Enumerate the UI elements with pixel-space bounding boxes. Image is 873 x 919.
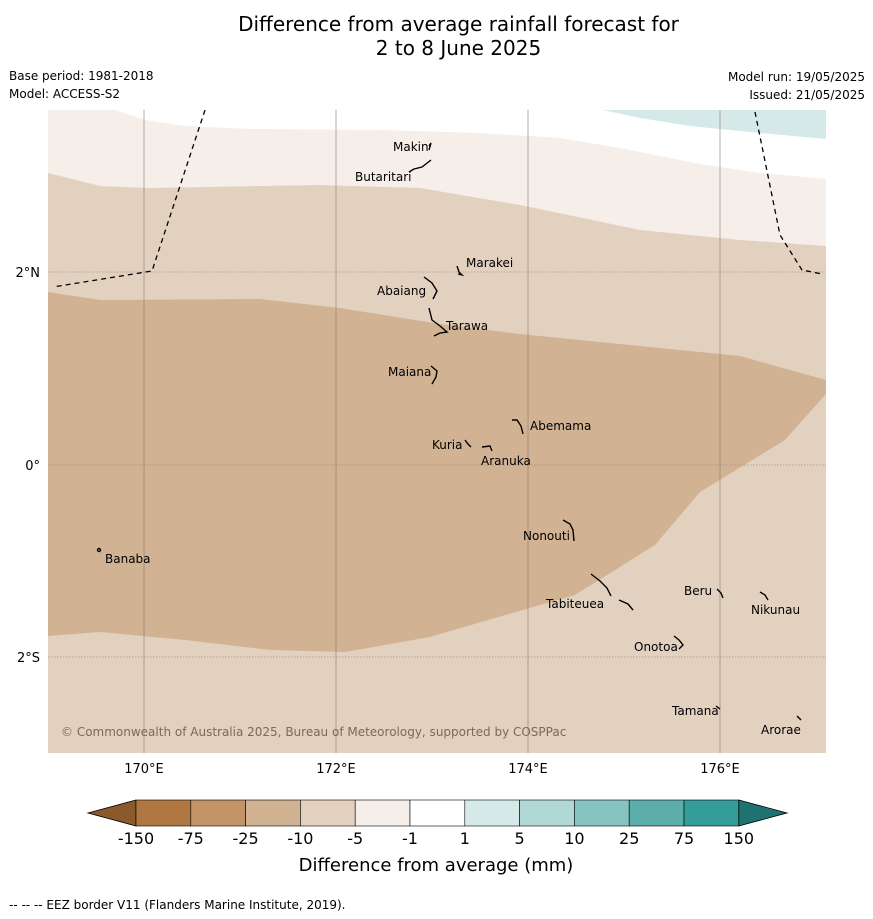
title-line-1: Difference from average rainfall forecas… [238, 12, 679, 36]
colorbar-tick-label: -1 [402, 829, 418, 848]
model-run: Model run: 19/05/2025 [727, 70, 865, 84]
model-name: Model: ACCESS-S2 [9, 87, 121, 101]
label-banaba: Banaba [105, 552, 151, 566]
band-minus10 [48, 292, 826, 652]
nikunau-island [759, 591, 769, 601]
colorbar-tick-label: -5 [347, 829, 363, 848]
base-info: Base period: 1981-2018 Model: ACCESS-S2 [9, 67, 154, 103]
colorbar-extend-high [738, 799, 789, 827]
label-butaritari: Butaritari [355, 170, 412, 184]
colorbar-extend-low [86, 799, 137, 827]
beru-island [716, 588, 724, 599]
colorbar-swatches [86, 799, 789, 827]
label-makin: Makin [393, 140, 429, 154]
island-outlines [96, 142, 802, 721]
lat-label-2n: 2°N [16, 266, 41, 281]
colorbar-swatch [190, 799, 246, 827]
colorbar: -150 -75 -25 -10 -5 -1 1 5 10 25 75 150 Difference … [86, 799, 789, 876]
lon-label-174e: 174°E [508, 762, 548, 777]
colorbar-tick-label: 1 [460, 829, 470, 848]
colorbar-swatch [245, 799, 301, 827]
colorbar-swatch [519, 799, 575, 827]
map-area: Makin Butaritari Marakei Abaiang Tarawa … [48, 110, 826, 753]
abemama-island [512, 419, 524, 435]
copyright-notice: © Commonwealth of Australia 2025, Bureau… [61, 725, 566, 739]
arorae-island [796, 715, 802, 721]
base-period: Base period: 1981-2018 [9, 69, 154, 83]
colorbar-swatch [135, 799, 192, 827]
colorbar-tick-label: 10 [564, 829, 584, 848]
title-line-2: 2 to 8 June 2025 [375, 36, 542, 60]
label-marakei: Marakei [466, 256, 513, 270]
lat-label-0: 0° [25, 459, 40, 474]
banaba-island [96, 547, 102, 553]
label-arorae: Arorae [761, 723, 801, 737]
label-beru: Beru [684, 584, 712, 598]
colorbar-swatch [300, 799, 356, 827]
run-info: Model run: 19/05/2025 Issued: 21/05/2025 [728, 68, 865, 104]
colorbar-swatch [354, 799, 411, 827]
map-title: Difference from average rainfall forecas… [0, 12, 873, 60]
latitude-labels: 2°N 0° 2°S [16, 266, 41, 666]
band-plus1 [603, 110, 826, 139]
colorbar-tick-label: 25 [619, 829, 639, 848]
colorbar-swatch [464, 799, 520, 827]
colorbar-label: Difference from average (mm) [299, 855, 574, 876]
colorbar-tick-label: -10 [287, 829, 313, 848]
colorbar-tick-label: 75 [674, 829, 694, 848]
colorbar-tick-label: -25 [233, 829, 259, 848]
colorbar-ticks: -150 -75 -25 -10 -5 -1 1 5 10 25 75 150 [118, 829, 754, 848]
butaritari-island [408, 159, 432, 173]
colorbar-swatch [683, 799, 740, 827]
issued-date: Issued: 21/05/2025 [749, 88, 865, 102]
label-abaiang: Abaiang [377, 284, 426, 298]
label-nonouti: Nonouti [523, 529, 570, 543]
label-tabiteuea: Tabiteuea [545, 597, 604, 611]
lat-label-2s: 2°S [17, 651, 40, 666]
onotoa-island [673, 635, 684, 650]
colorbar-tick-label: 150 [724, 829, 755, 848]
colorbar-tick-label: -150 [118, 829, 154, 848]
aranuka-island [481, 445, 493, 452]
band-near-average [48, 110, 826, 179]
label-kuria: Kuria [432, 438, 463, 452]
island-labels: Makin Butaritari Marakei Abaiang Tarawa … [105, 140, 801, 737]
gridlines [48, 110, 826, 753]
eez-border [52, 110, 823, 288]
tamana-island [715, 705, 721, 710]
label-abemama: Abemama [530, 419, 591, 433]
longitude-labels: 170°E 172°E 174°E 176°E [124, 762, 740, 777]
label-tarawa: Tarawa [445, 319, 488, 333]
label-nikunau: Nikunau [751, 603, 800, 617]
kuria-island [464, 439, 472, 448]
lon-label-170e: 170°E [124, 762, 164, 777]
colorbar-swatch [574, 799, 630, 827]
colorbar-tick-label: 5 [515, 829, 525, 848]
colorbar-swatch [409, 799, 466, 827]
label-aranuka: Aranuka [481, 454, 531, 468]
makin-island [428, 142, 432, 151]
label-tamana: Tamana [671, 704, 719, 718]
tabiteuea-island [590, 573, 634, 611]
label-onotoa: Onotoa [634, 640, 678, 654]
colorbar-swatch [628, 799, 685, 827]
lon-label-172e: 172°E [316, 762, 356, 777]
colorbar-tick-label: -75 [178, 829, 204, 848]
nonouti-island [562, 519, 575, 542]
label-maiana: Maiana [388, 365, 431, 379]
maiana-island [430, 365, 438, 385]
marakei-island [456, 265, 465, 277]
tarawa-island [428, 307, 449, 337]
abaiang-island [423, 276, 438, 300]
eez-legend-note: -- -- -- EEZ border V11 (Flanders Marine… [9, 898, 346, 912]
lon-label-176e: 176°E [700, 762, 740, 777]
